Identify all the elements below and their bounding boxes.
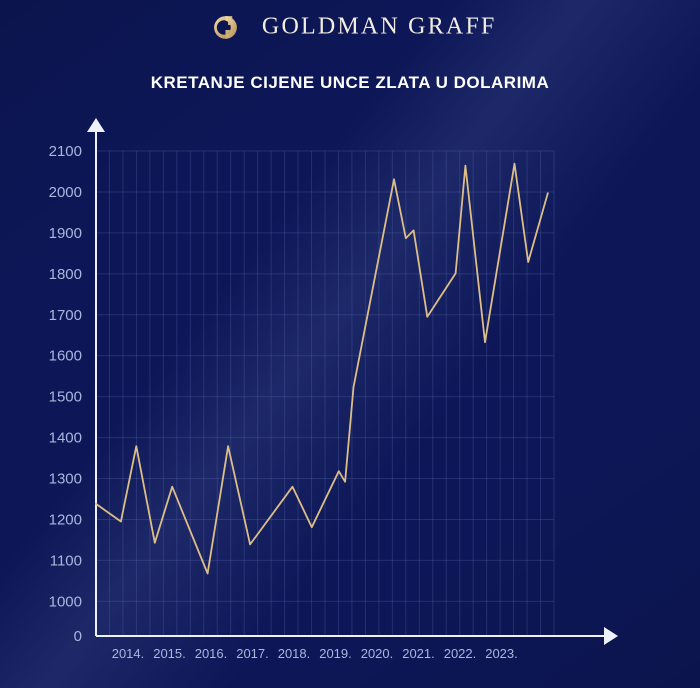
- svg-text:1700: 1700: [49, 307, 82, 324]
- svg-text:2021.: 2021.: [402, 646, 435, 661]
- svg-text:1000: 1000: [49, 593, 82, 610]
- svg-text:2022.: 2022.: [444, 646, 477, 661]
- svg-text:1800: 1800: [49, 266, 82, 283]
- svg-text:1400: 1400: [49, 430, 82, 447]
- svg-text:2018.: 2018.: [278, 646, 311, 661]
- svg-text:2015.: 2015.: [153, 646, 186, 661]
- svg-text:2019.: 2019.: [319, 646, 352, 661]
- svg-text:1900: 1900: [49, 225, 82, 242]
- svg-text:2100: 2100: [49, 143, 82, 160]
- svg-text:2017.: 2017.: [236, 646, 269, 661]
- svg-text:2023.: 2023.: [485, 646, 518, 661]
- svg-text:2000: 2000: [49, 184, 82, 201]
- svg-text:2020.: 2020.: [361, 646, 394, 661]
- svg-text:1600: 1600: [49, 348, 82, 365]
- svg-text:1200: 1200: [49, 511, 82, 528]
- svg-text:1300: 1300: [49, 471, 82, 488]
- svg-text:1500: 1500: [49, 389, 82, 406]
- svg-text:0: 0: [74, 628, 82, 645]
- svg-text:2016.: 2016.: [195, 646, 228, 661]
- svg-text:1100: 1100: [50, 552, 82, 569]
- svg-text:2014.: 2014.: [112, 646, 145, 661]
